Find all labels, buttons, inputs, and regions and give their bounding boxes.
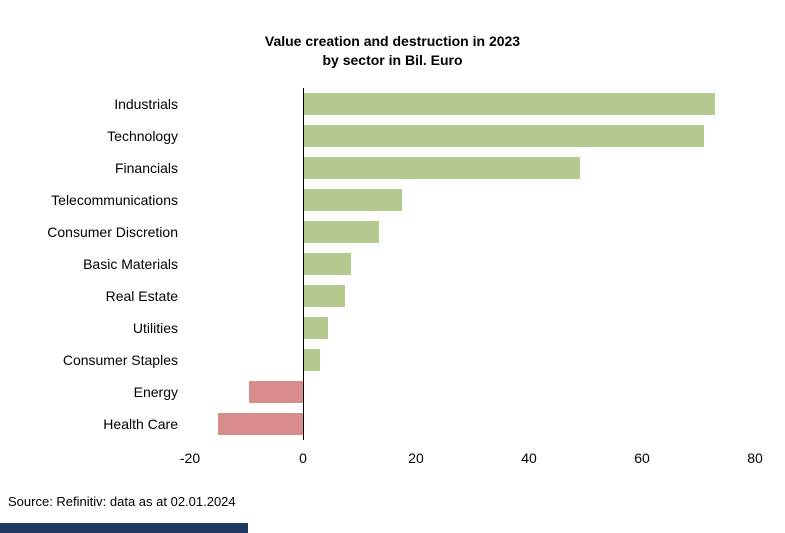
bar (303, 317, 329, 339)
chart-row (190, 184, 755, 216)
source-note: Source: Refinitiv: data as at 02.01.2024 (8, 494, 236, 509)
chart-title-line2: by sector in Bil. Euro (322, 52, 463, 68)
category-label: Telecommunications (51, 192, 178, 208)
x-tick-label: -20 (179, 450, 201, 466)
chart-title: Value creation and destruction in 2023 b… (0, 32, 785, 70)
category-labels: Industrials Technology Financials Telecommu… (5, 88, 190, 474)
category-label: Energy (133, 384, 178, 400)
chart-row (190, 376, 755, 408)
plot-area: -20 0 20 40 60 80 (180, 88, 763, 474)
x-tick-label: 40 (521, 450, 537, 466)
chart-row (190, 280, 755, 312)
chart-title-line1: Value creation and destruction in 2023 (264, 33, 521, 49)
chart-row (190, 344, 755, 376)
x-tick-label: 20 (408, 450, 424, 466)
x-tick-label: 60 (634, 450, 650, 466)
category-label: Technology (107, 128, 178, 144)
bar (303, 221, 380, 243)
chart-row (190, 120, 755, 152)
bar (303, 189, 402, 211)
bar-chart: Industrials Technology Financials Telecommu… (5, 88, 763, 474)
x-tick-label: 0 (299, 450, 307, 466)
chart-row (190, 216, 755, 248)
zero-axis-line (303, 88, 304, 440)
chart-row (190, 312, 755, 344)
chart-row (190, 408, 755, 440)
category-label: Consumer Staples (62, 352, 178, 368)
bar (303, 157, 580, 179)
x-axis-ticks: -20 0 20 40 60 80 (180, 446, 763, 470)
bar (303, 285, 346, 307)
bars-area (190, 88, 755, 440)
bar (218, 413, 303, 435)
category-label: Consumer Discretion (47, 224, 178, 240)
chart-row (190, 152, 755, 184)
category-label: Industrials (114, 96, 178, 112)
chart-row (190, 248, 755, 280)
bar (303, 349, 320, 371)
category-label: Real Estate (105, 288, 178, 304)
footer-accent-bar (0, 523, 248, 533)
chart-row (190, 88, 755, 120)
category-label: Financials (114, 160, 178, 176)
bar (303, 93, 716, 115)
category-label: Utilities (132, 320, 178, 336)
category-label: Basic Materials (83, 256, 178, 272)
bar (303, 253, 352, 275)
x-tick-label: 80 (747, 450, 763, 466)
category-label: Health Care (103, 416, 178, 432)
bar (303, 125, 705, 147)
bar (249, 381, 303, 403)
